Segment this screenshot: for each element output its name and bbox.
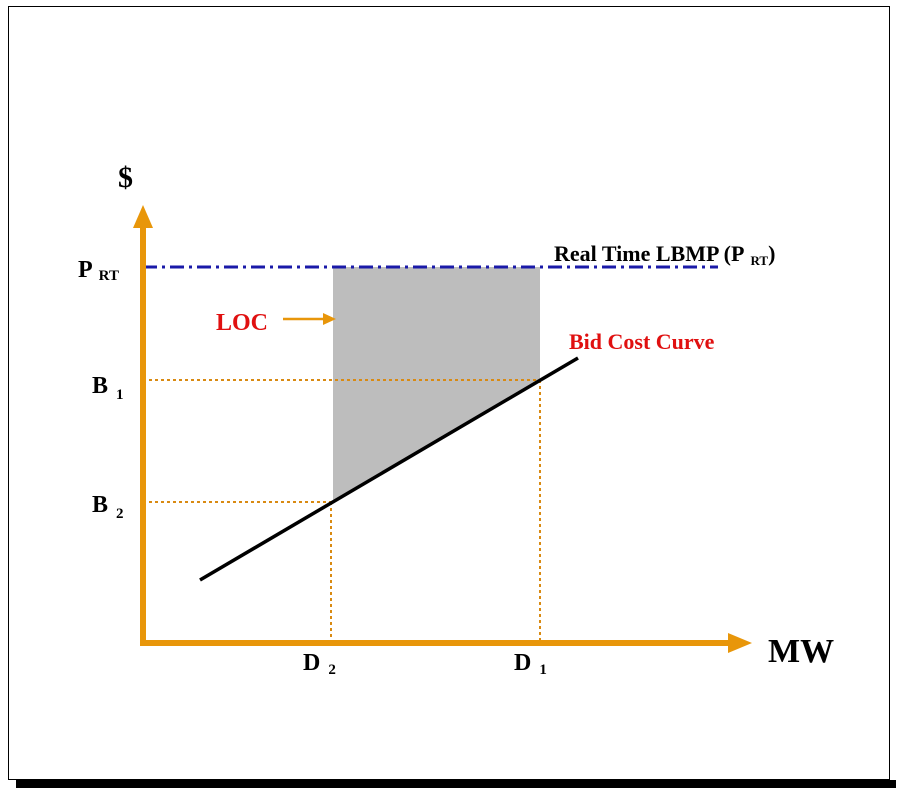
bid-cost-curve-label: Bid Cost Curve bbox=[569, 329, 715, 354]
loc-shaded-area bbox=[333, 267, 540, 500]
p-rt-label: P RT bbox=[78, 257, 119, 284]
x-axis-title: MW bbox=[768, 633, 834, 670]
y-axis-arrowhead bbox=[133, 205, 153, 228]
frame-border bbox=[8, 6, 890, 780]
bid-cost-curve-line bbox=[199, 356, 579, 582]
y-axis-title: $ bbox=[118, 161, 133, 194]
loc-arrow-head bbox=[323, 313, 336, 325]
loc-label: LOC bbox=[216, 310, 268, 336]
x-axis-arrowhead bbox=[728, 633, 752, 653]
rt-lbmp-label: Real Time LBMP (P RT) bbox=[554, 241, 775, 268]
frame-shadow bbox=[16, 780, 896, 788]
